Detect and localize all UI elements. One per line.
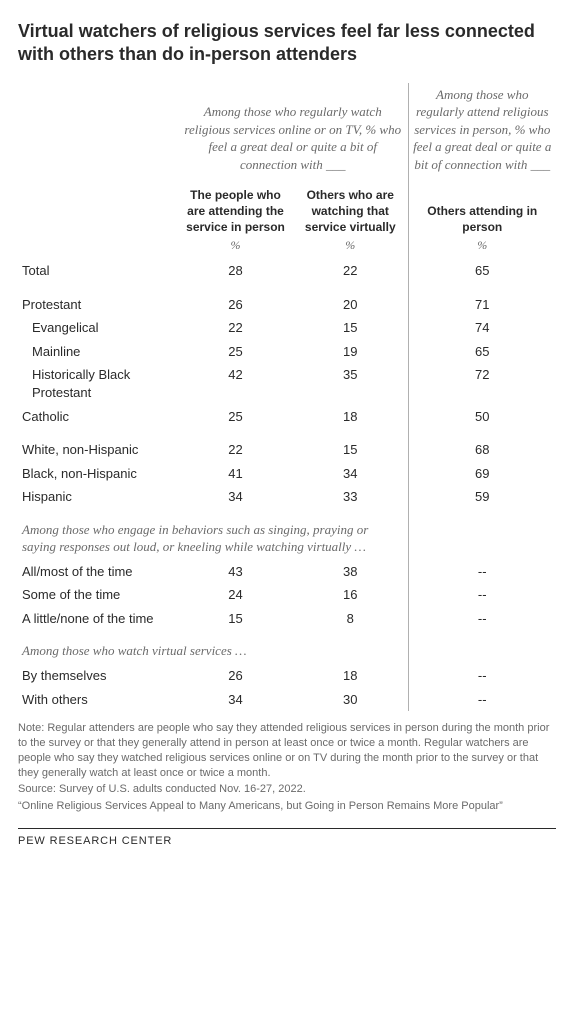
cell: 38: [293, 560, 408, 584]
cell: 22: [178, 316, 293, 340]
row-label: Hispanic: [18, 485, 178, 509]
pct-label-1: %: [178, 237, 293, 259]
cell: 22: [178, 438, 293, 462]
col-header-2: Others who are watching that service vir…: [293, 184, 408, 238]
cell: --: [408, 583, 556, 607]
cell: 18: [293, 405, 408, 429]
cell: 30: [293, 688, 408, 712]
row-label: Total: [18, 259, 178, 283]
cell: --: [408, 560, 556, 584]
cell: 59: [408, 485, 556, 509]
row-label: Mainline: [18, 340, 178, 364]
cell: 71: [408, 293, 556, 317]
data-table: Among those who regularly watch religiou…: [18, 83, 556, 711]
cell: 34: [178, 688, 293, 712]
row-label: By themselves: [18, 664, 178, 688]
table-row: Protestant 26 20 71: [18, 293, 556, 317]
cell: 18: [293, 664, 408, 688]
cell: 72: [408, 363, 556, 404]
cell: 68: [408, 438, 556, 462]
table-row: All/most of the time 43 38 --: [18, 560, 556, 584]
row-label: Protestant: [18, 293, 178, 317]
section-label-watchcontext: Among those who watch virtual services …: [18, 630, 408, 664]
table-row: Catholic 25 18 50: [18, 405, 556, 429]
source-text: Source: Survey of U.S. adults conducted …: [18, 782, 556, 797]
cell: --: [408, 607, 556, 631]
pct-label-3: %: [408, 237, 556, 259]
row-label: Catholic: [18, 405, 178, 429]
group-header-inperson: Among those who regularly attend religio…: [408, 83, 556, 184]
col-header-3: Others attending in person: [408, 184, 556, 238]
cell: 42: [178, 363, 293, 404]
row-label: Historically Black Protestant: [18, 363, 178, 404]
report-title: “Online Religious Services Appeal to Man…: [18, 799, 556, 814]
table-row: By themselves 26 18 --: [18, 664, 556, 688]
cell: --: [408, 688, 556, 712]
pct-label-2: %: [293, 237, 408, 259]
data-table-wrap: Among those who regularly watch religiou…: [18, 83, 556, 711]
row-label: Evangelical: [18, 316, 178, 340]
table-row: Black, non-Hispanic 41 34 69: [18, 462, 556, 486]
table-row: Total 28 22 65: [18, 259, 556, 283]
row-label: With others: [18, 688, 178, 712]
cell: 65: [408, 259, 556, 283]
cell: 25: [178, 405, 293, 429]
cell: 41: [178, 462, 293, 486]
row-label: White, non-Hispanic: [18, 438, 178, 462]
cell: 20: [293, 293, 408, 317]
table-row: Evangelical 22 15 74: [18, 316, 556, 340]
footer-org: PEW RESEARCH CENTER: [18, 828, 556, 847]
cell: --: [408, 664, 556, 688]
cell: 15: [293, 438, 408, 462]
table-row: Historically Black Protestant 42 35 72: [18, 363, 556, 404]
table-row: A little/none of the time 15 8 --: [18, 607, 556, 631]
cell: 34: [293, 462, 408, 486]
cell: 22: [293, 259, 408, 283]
cell: 15: [293, 316, 408, 340]
cell: 25: [178, 340, 293, 364]
table-row: With others 34 30 --: [18, 688, 556, 712]
cell: 65: [408, 340, 556, 364]
row-label: A little/none of the time: [18, 607, 178, 631]
cell: 26: [178, 293, 293, 317]
cell: 15: [178, 607, 293, 631]
cell: 34: [178, 485, 293, 509]
section-label-behaviors: Among those who engage in behaviors such…: [18, 509, 408, 560]
cell: 43: [178, 560, 293, 584]
table-row: White, non-Hispanic 22 15 68: [18, 438, 556, 462]
col-header-1: The people who are attending the service…: [178, 184, 293, 238]
cell: 8: [293, 607, 408, 631]
cell: 74: [408, 316, 556, 340]
cell: 19: [293, 340, 408, 364]
cell: 24: [178, 583, 293, 607]
table-row: Mainline 25 19 65: [18, 340, 556, 364]
table-row: Some of the time 24 16 --: [18, 583, 556, 607]
chart-title: Virtual watchers of religious services f…: [18, 20, 556, 67]
cell: 16: [293, 583, 408, 607]
row-label: All/most of the time: [18, 560, 178, 584]
cell: 69: [408, 462, 556, 486]
cell: 33: [293, 485, 408, 509]
cell: 50: [408, 405, 556, 429]
note-text: Note: Regular attenders are people who s…: [18, 721, 556, 780]
cell: 26: [178, 664, 293, 688]
row-label: Black, non-Hispanic: [18, 462, 178, 486]
group-header-virtual: Among those who regularly watch religiou…: [178, 83, 408, 184]
cell: 35: [293, 363, 408, 404]
table-row: Hispanic 34 33 59: [18, 485, 556, 509]
cell: 28: [178, 259, 293, 283]
row-label: Some of the time: [18, 583, 178, 607]
